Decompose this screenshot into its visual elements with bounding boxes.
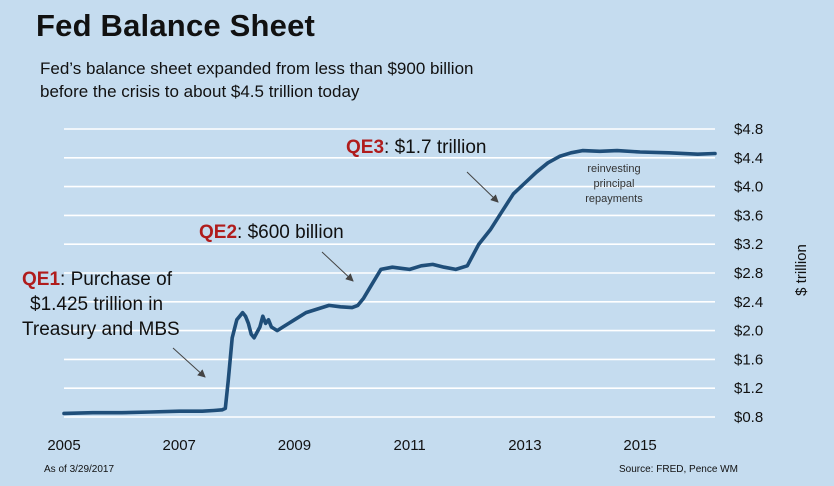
annotation-qe1-text: : Purchase of xyxy=(60,269,173,290)
annotation-qe1-label: QE1 xyxy=(22,269,60,290)
y-tick-label: $3.6 xyxy=(734,207,763,224)
annotation-qe1-line2: $1.425 trillion in xyxy=(30,294,163,315)
y-tick-label: $2.0 xyxy=(734,323,763,340)
annotation-reinvesting-line1: reinvesting xyxy=(587,163,640,175)
annotation-qe3-arrow xyxy=(466,171,499,203)
x-tick-label: 2015 xyxy=(623,437,656,454)
y-tick-label: $1.6 xyxy=(734,351,763,368)
page-title: Fed Balance Sheet xyxy=(36,8,316,43)
annotation-qe2-text: : $600 billion xyxy=(237,222,344,243)
annotation-qe1: QE1: Purchase of xyxy=(22,269,173,290)
annotation-qe2-label: QE2 xyxy=(199,222,237,243)
annotation-qe1-line3: Treasury and MBS xyxy=(22,319,180,340)
annotation-qe2: QE2: $600 billion xyxy=(199,222,344,243)
annotation-qe3-text: : $1.7 trillion xyxy=(384,137,486,158)
annotation-reinvesting-line2: principal xyxy=(594,178,635,190)
y-tick-label: $2.8 xyxy=(734,265,763,282)
y-tick-label: $4.0 xyxy=(734,179,763,196)
series-line xyxy=(62,148,717,416)
x-tick-label: 2005 xyxy=(47,437,80,454)
y-tick-label: $4.4 xyxy=(734,150,763,167)
x-tick-label: 2009 xyxy=(278,437,311,454)
annotation-reinvesting-line3: repayments xyxy=(585,193,643,205)
x-tick-label: 2013 xyxy=(508,437,541,454)
source-note: Source: FRED, Pence WM xyxy=(619,464,738,475)
y-tick-label: $0.8 xyxy=(734,409,763,426)
y-tick-label: $4.8 xyxy=(734,121,763,138)
subtitle-line-1: Fed’s balance sheet expanded from less t… xyxy=(40,59,474,78)
y-tick-label: $2.4 xyxy=(734,294,763,311)
annotation-qe3: QE3: $1.7 trillion xyxy=(346,137,486,158)
subtitle-line-2: before the crisis to about $4.5 trillion… xyxy=(40,82,360,101)
y-tick-label: $3.2 xyxy=(734,236,763,253)
x-tick-label: 2007 xyxy=(163,437,196,454)
annotation-qe1-arrow xyxy=(172,347,206,378)
x-tick-label: 2011 xyxy=(394,437,426,454)
y-tick-label: $1.2 xyxy=(734,380,763,397)
as-of-date: As of 3/29/2017 xyxy=(44,464,115,475)
annotation-qe3-label: QE3 xyxy=(346,137,384,158)
annotation-qe2-arrow xyxy=(321,251,354,282)
y-axis-label: $ trillion xyxy=(793,244,810,296)
